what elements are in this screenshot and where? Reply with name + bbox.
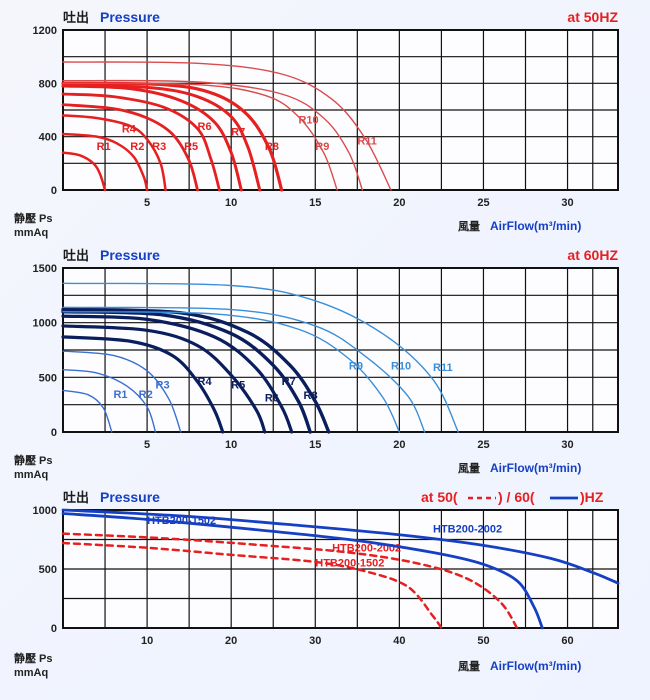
series-label-R8: R8 xyxy=(304,390,318,402)
series-label-R8: R8 xyxy=(265,141,279,153)
series-label-R9: R9 xyxy=(315,141,329,153)
chart-50-60hz: 0 500 1000 10 20 30 40 50 60 HTB200-1502 HTB200-20… xyxy=(8,486,642,682)
x-label-cn: 風量 xyxy=(458,462,480,475)
svg-text:500: 500 xyxy=(39,372,57,384)
series-label-R10: R10 xyxy=(298,114,318,126)
y-label-1: 静壓 Ps xyxy=(14,453,53,467)
x-label-en: AirFlow(m³/min) xyxy=(490,659,581,673)
series-label-R5: R5 xyxy=(231,379,245,391)
x-label-en: AirFlow(m³/min) xyxy=(490,461,581,475)
svg-text:1500: 1500 xyxy=(33,263,57,275)
series-label-R2: R2 xyxy=(139,389,153,401)
plot-5060: 0 500 1000 10 20 30 40 50 60 HTB200-1502 HTB200-20… xyxy=(33,505,618,647)
hz-label: at 60HZ xyxy=(567,247,618,263)
svg-text:5: 5 xyxy=(144,439,150,451)
series-label-R10: R10 xyxy=(391,361,411,373)
title-en: Pressure xyxy=(100,489,160,505)
title-en: Pressure xyxy=(100,247,160,263)
svg-text:10: 10 xyxy=(225,197,237,209)
svg-text:15: 15 xyxy=(309,439,321,451)
title-cn: 吐出 xyxy=(63,10,89,25)
x-label-cn: 風量 xyxy=(458,660,480,673)
series-label-R1: R1 xyxy=(97,141,111,153)
chart-50hz-svg: 0 400 800 1200 5 10 15 20 25 30 R1 R2 R3 R4 R5R6 R7 R8 R9… xyxy=(8,6,642,244)
x-label-en: AirFlow(m³/min) xyxy=(490,219,581,233)
svg-text:20: 20 xyxy=(393,439,405,451)
series-label-R3: R3 xyxy=(152,141,166,153)
svg-text:5: 5 xyxy=(144,197,150,209)
svg-text:500: 500 xyxy=(39,564,57,576)
svg-text:15: 15 xyxy=(309,197,321,209)
svg-text:25: 25 xyxy=(477,197,489,209)
svg-text:1200: 1200 xyxy=(33,25,57,37)
series-label-R6: R6 xyxy=(198,121,212,133)
series-label-R1: R1 xyxy=(113,389,127,401)
svg-text:25: 25 xyxy=(477,439,489,451)
svg-text:20: 20 xyxy=(393,197,405,209)
svg-text:0: 0 xyxy=(51,427,57,439)
svg-text:10: 10 xyxy=(141,635,153,647)
svg-text:1000: 1000 xyxy=(33,505,57,517)
svg-text:40: 40 xyxy=(393,635,405,647)
svg-text:800: 800 xyxy=(39,78,57,90)
y-label-2: mmAq xyxy=(14,227,48,239)
title-en: Pressure xyxy=(100,9,160,25)
title-cn: 吐出 xyxy=(63,490,89,505)
hz-combo-label: at 50( ) / 60( )HZ xyxy=(421,489,604,505)
svg-text:30: 30 xyxy=(309,635,321,647)
series-label-R6: R6 xyxy=(265,392,279,404)
y-label-1: 静壓 Ps xyxy=(14,651,53,665)
chart-60hz: 0 500 1000 1500 5 10 15 20 25 30 R1 R2R3 R4 R5 R6R7 R8 R… xyxy=(8,244,642,486)
series-label-R4: R4 xyxy=(122,124,137,136)
chart-5060-svg: 0 500 1000 10 20 30 40 50 60 HTB200-1502 HTB200-20… xyxy=(8,486,642,682)
hz-label: at 50HZ xyxy=(567,9,618,25)
y-label-2: mmAq xyxy=(14,469,48,481)
y-label-2: mmAq xyxy=(14,667,48,679)
series-label-HTB200-2002: HTB200-2002 xyxy=(433,523,502,535)
hz-mid: ) / 60( xyxy=(498,489,535,505)
svg-text:30: 30 xyxy=(561,439,573,451)
svg-text:1000: 1000 xyxy=(33,318,57,330)
series-label-R11: R11 xyxy=(433,362,453,374)
plot-60hz: 0 500 1000 1500 5 10 15 20 25 30 R1 R2R3 R4 R5 R6R7 R8 R… xyxy=(33,263,618,451)
series-label-R4: R4 xyxy=(198,376,213,388)
svg-text:30: 30 xyxy=(561,197,573,209)
svg-text:20: 20 xyxy=(225,635,237,647)
series-label-R5: R5 xyxy=(184,141,198,153)
svg-text:10: 10 xyxy=(225,439,237,451)
svg-text:0: 0 xyxy=(51,185,57,197)
series-label-HTB200-1502: HTB200-1502 xyxy=(315,558,384,570)
hz-suffix: )HZ xyxy=(580,489,604,505)
svg-text:0: 0 xyxy=(51,623,57,635)
hz-prefix: at 50( xyxy=(421,489,458,505)
svg-text:60: 60 xyxy=(561,635,573,647)
series-label-R7: R7 xyxy=(231,126,245,138)
svg-text:50: 50 xyxy=(477,635,489,647)
plot-50hz: 0 400 800 1200 5 10 15 20 25 30 R1 R2 R3 R4 R5R6 R7 R8 R9… xyxy=(33,25,618,209)
chart-60hz-svg: 0 500 1000 1500 5 10 15 20 25 30 R1 R2R3 R4 R5 R6R7 R8 R… xyxy=(8,244,642,486)
series-label-R9: R9 xyxy=(349,361,363,373)
series-label-R7: R7 xyxy=(282,376,296,388)
svg-text:400: 400 xyxy=(39,132,57,144)
title-cn: 吐出 xyxy=(63,248,89,263)
chart-50hz: 0 400 800 1200 5 10 15 20 25 30 R1 R2 R3 R4 R5R6 R7 R8 R9… xyxy=(8,6,642,244)
series-label-R2: R2 xyxy=(130,141,144,153)
series-label-R3: R3 xyxy=(156,379,170,391)
series-label-R11: R11 xyxy=(357,136,377,148)
y-label-1: 静壓 Ps xyxy=(14,211,53,225)
x-label-cn: 風量 xyxy=(458,220,480,233)
